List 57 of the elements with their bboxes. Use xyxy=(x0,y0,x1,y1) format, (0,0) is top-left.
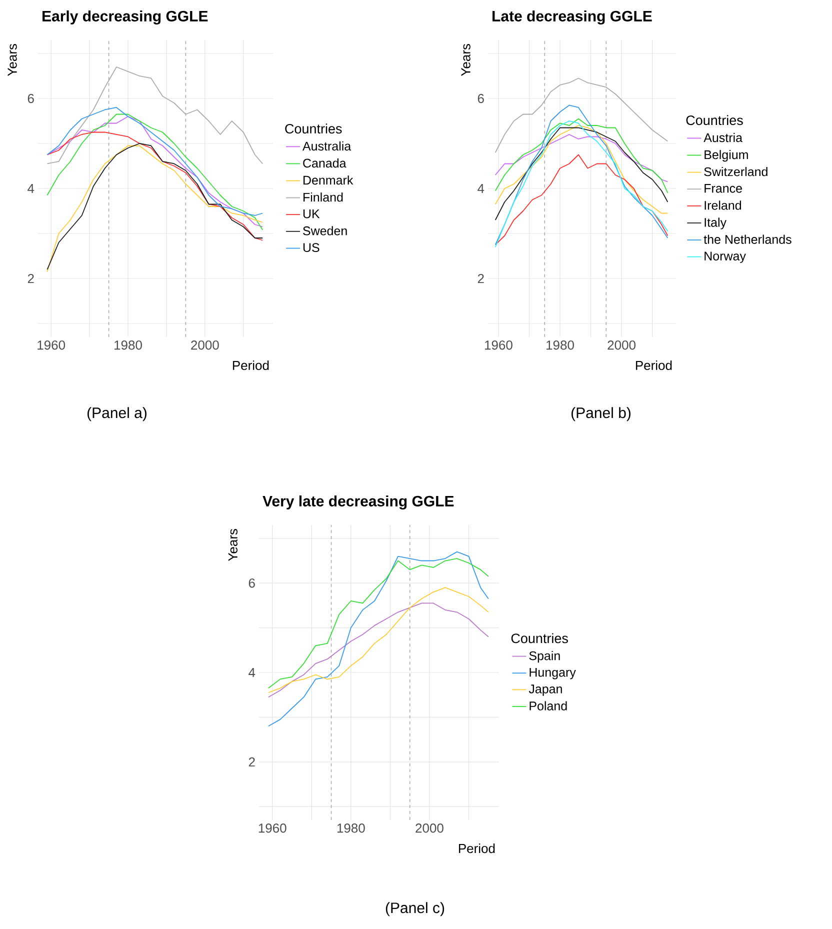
y-axis-title: Years xyxy=(461,44,470,76)
x-tick-label: 1960 xyxy=(38,340,66,350)
line-series xyxy=(494,118,668,194)
y-tick-label: 2 xyxy=(478,274,484,284)
y-tick-label: 6 xyxy=(248,578,255,588)
legend-title: Countries xyxy=(686,115,743,126)
y-axis-title: Years xyxy=(8,44,17,76)
y-tick-label: 6 xyxy=(28,94,34,104)
legend-label: Australia xyxy=(302,141,352,151)
y-axis-title: Years xyxy=(228,528,238,562)
legend-label: Italy xyxy=(704,218,726,230)
legend-label: Hungary xyxy=(530,668,576,680)
x-tick-label: 2000 xyxy=(608,340,636,350)
legend-label: Belgium xyxy=(704,150,748,162)
line-series xyxy=(268,602,489,698)
x-tick-label: 2000 xyxy=(191,340,219,350)
x-tick-label: 1960 xyxy=(484,340,512,350)
x-axis-title: Period xyxy=(636,360,672,370)
legend-label: Sweden xyxy=(303,226,347,236)
legend-label: UK xyxy=(303,210,320,218)
x-axis-title: Period xyxy=(458,844,495,854)
y-tick-label: 2 xyxy=(248,757,255,766)
text: (Panel b) xyxy=(572,407,630,422)
text: (Panel c) xyxy=(386,902,444,916)
line-series xyxy=(494,154,668,246)
x-tick-label: 1960 xyxy=(258,824,286,833)
legend-label: Austria xyxy=(704,132,743,142)
line-series xyxy=(268,558,489,689)
x-tick-label: 1980 xyxy=(337,824,365,833)
legend-label: Poland xyxy=(530,701,567,710)
legend-label: US xyxy=(303,243,320,252)
y-tick-label: 6 xyxy=(478,94,484,104)
legend-title: Countries xyxy=(285,124,342,134)
legend-label: the Netherlands xyxy=(704,234,792,244)
legend-label: Switzerland xyxy=(704,166,768,176)
y-tick-label: 4 xyxy=(478,184,484,193)
text: (Panel a) xyxy=(88,407,146,422)
y-tick-label: 2 xyxy=(28,274,34,284)
legend-label: Norway xyxy=(704,252,746,263)
chart-title: Late decreasing GGLE xyxy=(492,10,652,24)
x-tick-label: 1980 xyxy=(546,340,574,350)
chart-title: Early decreasing GGLE xyxy=(42,10,208,24)
legend-title: Countries xyxy=(511,633,568,644)
legend-label: Japan xyxy=(528,684,562,696)
legend-label: Denmark xyxy=(304,175,354,185)
x-tick-label: 1980 xyxy=(114,340,142,350)
x-axis-title: Period xyxy=(232,360,269,370)
y-tick-label: 4 xyxy=(248,668,256,677)
x-tick-label: 2000 xyxy=(416,824,444,833)
legend-label: Spain xyxy=(529,651,560,663)
legend-label: Ireland xyxy=(704,200,742,210)
y-tick-label: 4 xyxy=(28,184,34,193)
chart-title: Very late decreasing GGLE xyxy=(262,495,454,510)
legend-label: Canada xyxy=(303,158,346,168)
legend-label: France xyxy=(704,184,742,193)
line-series xyxy=(46,132,264,241)
legend-label: Finland xyxy=(304,192,343,202)
